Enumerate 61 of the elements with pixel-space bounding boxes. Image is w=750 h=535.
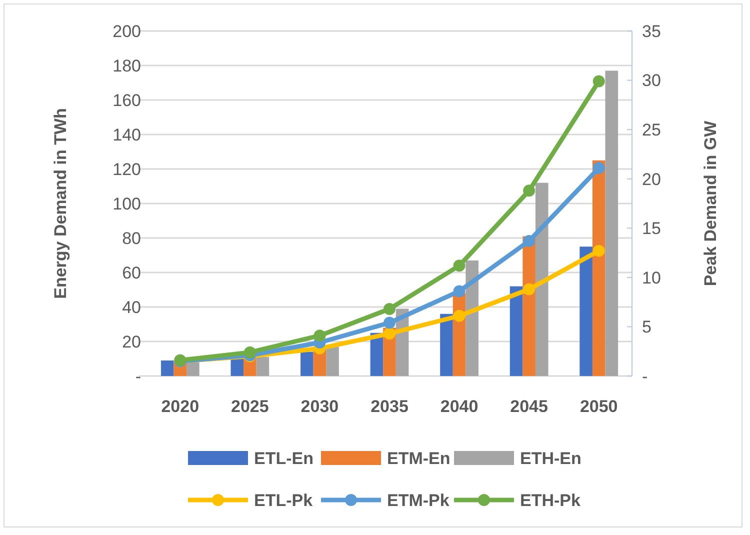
y-tick-label: 40 (122, 298, 141, 317)
y-axis-title: Energy Demand in TWh (51, 108, 70, 299)
y-tick-label: - (135, 366, 141, 386)
legend-label: ETL-Pk (254, 490, 314, 510)
y2-tick-label: 25 (642, 120, 661, 140)
point (523, 234, 536, 247)
x-tick-label: 2040 (440, 397, 478, 416)
y2-tick-label: 10 (642, 268, 661, 288)
x-tick-label: 2045 (510, 397, 548, 416)
x-tick-label: 2030 (300, 397, 339, 416)
point (384, 302, 396, 315)
x-tick-label: 2050 (580, 397, 618, 416)
legend-label: ETM-Pk (387, 490, 450, 510)
y2-tick-label: 15 (642, 219, 661, 238)
y2-axis-title: Peak Demand in GW (701, 120, 720, 286)
point (314, 330, 326, 342)
bar (230, 358, 244, 376)
legend-label: ETH-En (520, 448, 582, 468)
bar (300, 352, 314, 376)
y-tick-label: 200 (112, 22, 141, 41)
legend-label: ETM-En (387, 448, 450, 468)
y-tick-label: 180 (112, 56, 141, 76)
bar (326, 346, 339, 376)
point (453, 310, 466, 322)
bar (256, 357, 270, 376)
x-tick-label: 2035 (370, 397, 408, 416)
bar (510, 286, 523, 376)
y-tick-label: 60 (122, 263, 141, 282)
y-tick-label: 140 (112, 125, 141, 144)
point (244, 346, 256, 358)
point (384, 328, 396, 340)
bar (160, 360, 174, 376)
y2-tick-label: 20 (642, 170, 661, 189)
bar (466, 260, 478, 376)
point (453, 260, 466, 272)
y2-tick-label: 30 (642, 71, 661, 90)
y2-tick-label: - (642, 366, 648, 386)
bar (592, 160, 606, 376)
point (592, 162, 605, 174)
bar (535, 182, 548, 376)
point (523, 184, 536, 197)
bar (580, 246, 592, 376)
y-tick-label: 120 (112, 160, 141, 179)
point (592, 244, 605, 257)
legend-label: ETL-En (254, 448, 314, 468)
y2-tick-label: 35 (642, 22, 661, 41)
bar (605, 70, 618, 376)
y-tick-label: 80 (122, 228, 141, 248)
x-tick-label: 2020 (161, 397, 200, 416)
y-tick-label: 20 (122, 332, 141, 352)
x-tick-label: 2025 (231, 397, 269, 416)
legend-label: ETH-Pk (520, 490, 581, 510)
y-tick-label: 160 (112, 90, 141, 110)
y2-tick-label: 5 (642, 318, 652, 337)
point (592, 75, 605, 88)
point (453, 285, 466, 298)
point (523, 283, 536, 296)
y-tick-label: 100 (112, 194, 141, 214)
bar (186, 362, 200, 376)
bar (440, 314, 453, 376)
point (384, 316, 396, 329)
